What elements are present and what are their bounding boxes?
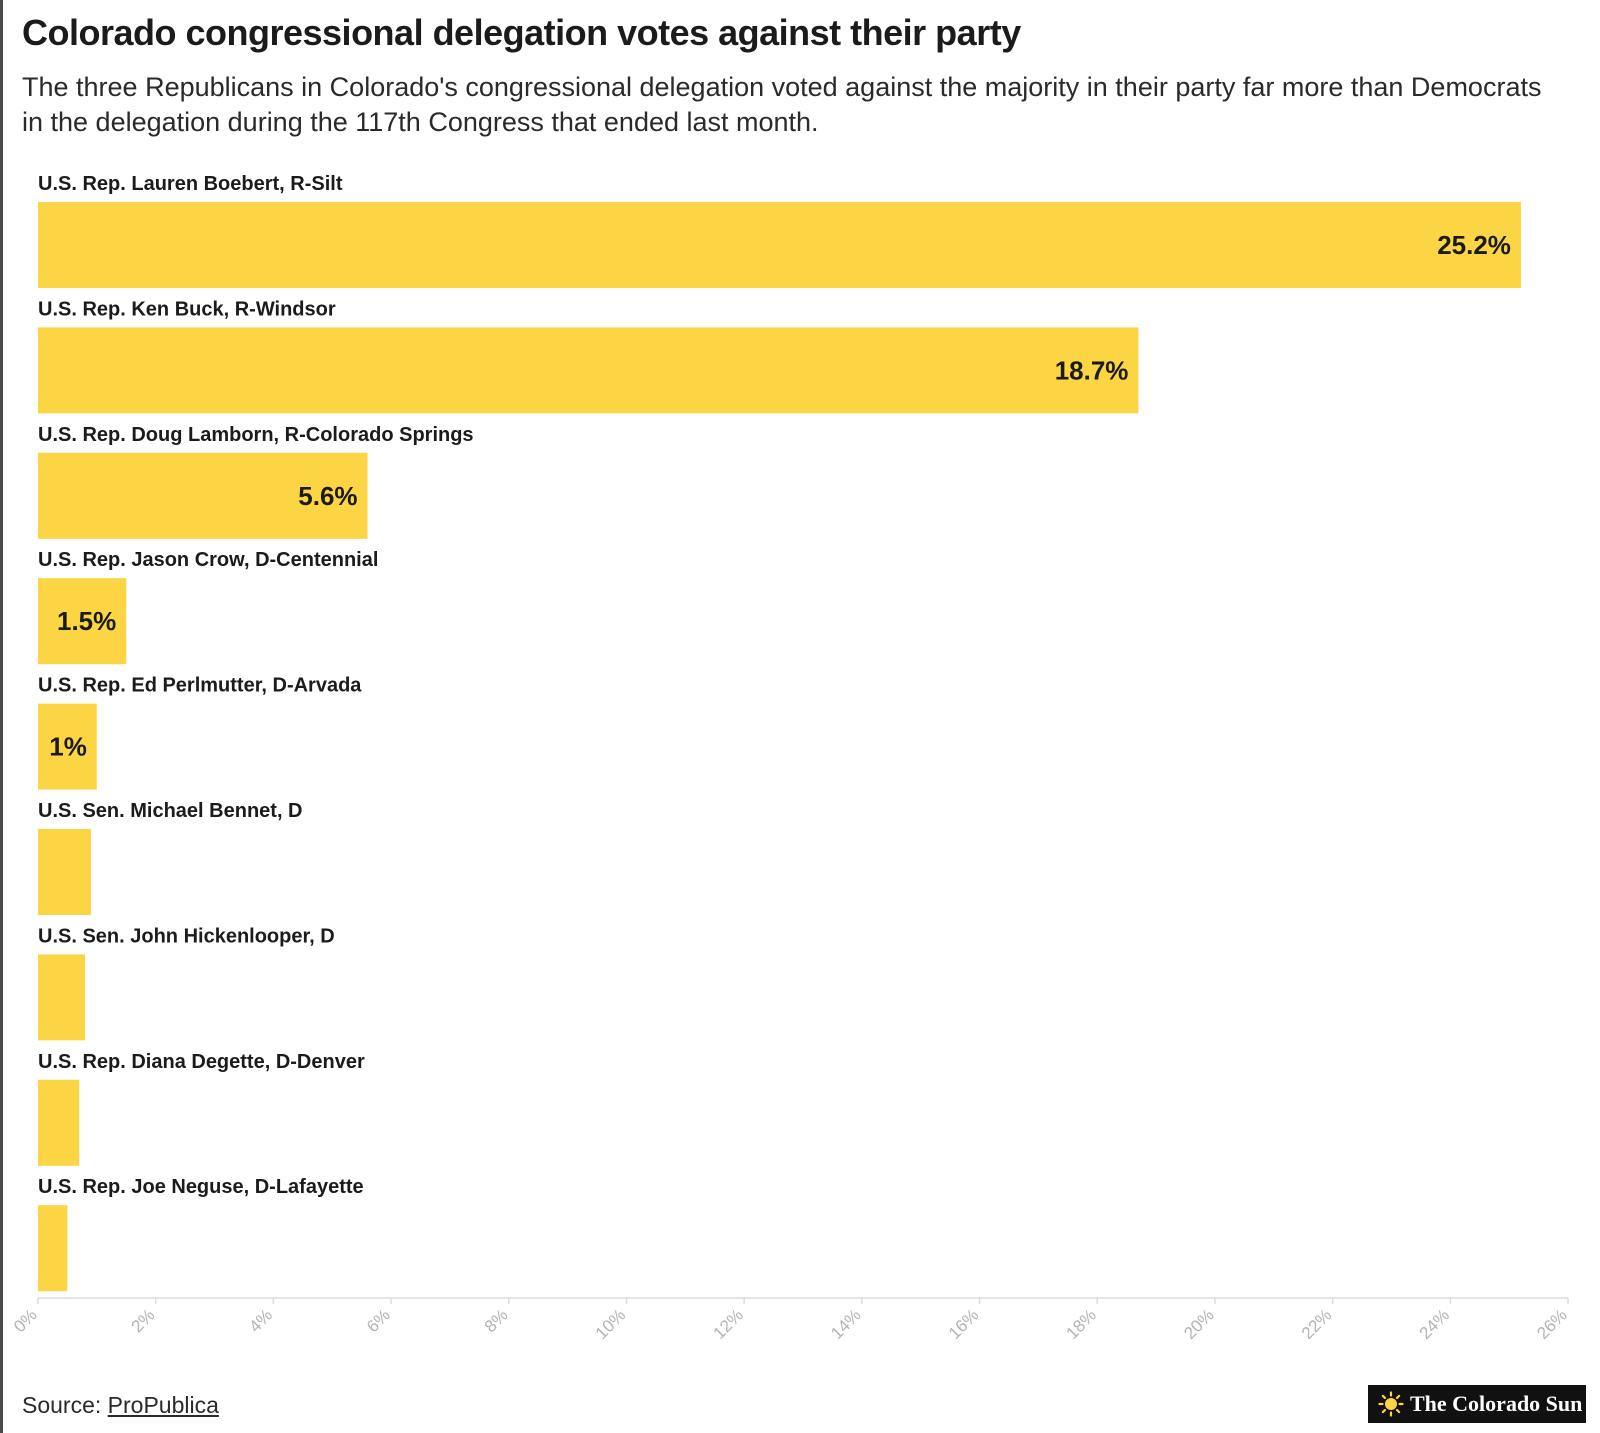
bar-value-label: 5.6% [298,481,357,511]
source-note: Source: ProPublica [22,1392,219,1419]
publisher-logo[interactable]: The Colorado Sun [1368,1385,1586,1423]
x-tick-label: 14% [827,1305,864,1342]
bar-value-label: 1.5% [57,606,116,636]
chart-title: Colorado congressional delegation votes … [22,12,1021,53]
category-label: U.S. Rep. Lauren Boebert, R-Silt [38,173,343,195]
bar-value-label: 18.7% [1055,355,1129,385]
bar [38,703,97,790]
category-label: U.S. Sen. John Hickenlooper, D [38,925,335,947]
bar [38,452,368,539]
logo-text: The Colorado Sun [1410,1391,1583,1416]
x-tick-label: 10% [592,1305,629,1342]
category-label: U.S. Rep. Ed Perlmutter, D-Arvada [38,675,362,697]
x-tick-label: 24% [1416,1305,1453,1342]
category-label: U.S. Rep. Jason Crow, D-Centennial [38,549,378,571]
category-label: U.S. Rep. Diana Degette, D-Denver [38,1051,365,1073]
x-tick-label: 16% [945,1305,982,1342]
x-tick-label: 4% [245,1305,276,1336]
category-label: U.S. Sen. Michael Bennet, D [38,800,303,822]
x-tick-label: 0% [10,1305,41,1336]
x-tick-label: 22% [1298,1305,1335,1342]
bar-value-label: 1% [49,732,87,762]
source-link[interactable]: ProPublica [107,1392,219,1418]
category-label: U.S. Rep. Joe Neguse, D-Lafayette [38,1176,364,1198]
bar-value-label: 25.2% [1437,230,1511,260]
x-tick-label: 2% [128,1305,159,1336]
category-label: U.S. Rep. Doug Lamborn, R-Colorado Sprin… [38,424,474,446]
x-tick-label: 20% [1180,1305,1217,1342]
source-prefix: Source: [22,1392,108,1418]
x-tick-label: 8% [481,1305,512,1336]
bar [38,327,1139,414]
bar [38,1205,68,1292]
x-tick-label: 18% [1063,1305,1100,1342]
left-border [0,0,3,1433]
sun-icon [1378,1391,1404,1417]
bar [38,954,86,1041]
x-tick-label: 26% [1533,1305,1570,1342]
bar [38,202,1521,288]
bar [38,829,91,915]
bar-chart: U.S. Rep. Lauren Boebert, R-Silt 25.2% U.S… [10,173,1571,1343]
x-tick-label: 12% [709,1305,746,1342]
x-tick-label: 6% [363,1305,394,1336]
bar [38,578,127,665]
chart-subtitle: The three Republicans in Colorado's cong… [22,72,1542,137]
bar [38,1079,80,1166]
category-label: U.S. Rep. Ken Buck, R-Windsor [38,298,336,320]
